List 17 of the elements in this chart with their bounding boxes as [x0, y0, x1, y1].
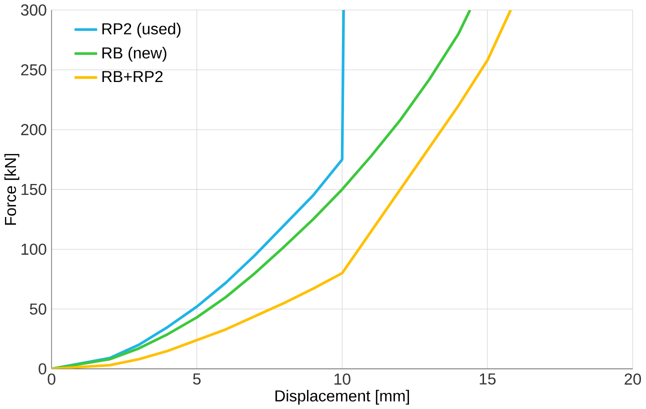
x-tick-label: 20 — [624, 373, 641, 385]
x-tick-label: 10 — [334, 373, 350, 385]
y-axis-title: Force [kN] — [4, 154, 20, 225]
x-tick-label: 0 — [48, 373, 56, 385]
x-tick-label: 5 — [193, 373, 201, 385]
legend-label: RB+RP2 — [102, 70, 163, 82]
legend-label: RP2 (used) — [102, 22, 180, 38]
y-tick-label: 200 — [21, 124, 46, 136]
legend-label: RB (new) — [102, 46, 166, 62]
y-tick-label: 100 — [22, 244, 46, 255]
x-axis-title: Displacement [mm] — [275, 390, 409, 405]
x-tick-label: 15 — [480, 373, 496, 385]
y-tick-label: 150 — [22, 184, 46, 196]
y-tick-label: 250 — [21, 64, 46, 76]
y-tick-label: 0 — [38, 363, 46, 374]
y-tick-label: 50 — [30, 303, 46, 315]
y-tick-label: 300 — [20, 4, 46, 16]
